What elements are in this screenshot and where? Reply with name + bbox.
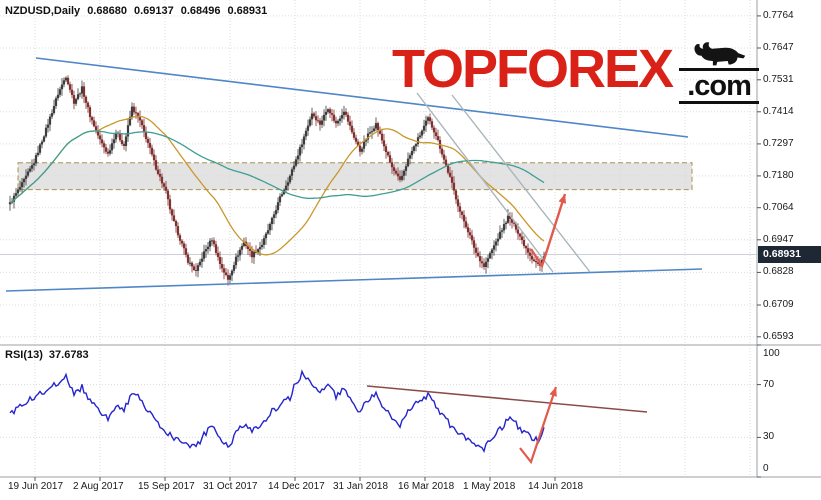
ohlc-low: 0.68496 xyxy=(180,5,221,17)
time-axis-label: 16 Mar 2018 xyxy=(398,481,455,492)
moose-icon xyxy=(694,42,746,66)
price-axis-label: 0.7297 xyxy=(763,138,794,149)
time-axis-label: 19 Jun 2017 xyxy=(8,481,64,492)
price-axis-label: 0.7414 xyxy=(763,106,794,117)
price-axis-label: 0.6828 xyxy=(763,266,794,277)
time-axis-label: 2 Aug 2017 xyxy=(73,481,124,492)
time-axis-label: 31 Jan 2018 xyxy=(333,481,389,492)
logo-divider-top xyxy=(679,68,760,71)
rsi-name: RSI(13) xyxy=(5,349,43,361)
ma-slow-line xyxy=(9,130,545,203)
rsi-trendline xyxy=(366,385,648,413)
price-axis-label: 0.7647 xyxy=(763,42,794,53)
rsi-indicator-label: RSI(13) 37.6783 xyxy=(5,349,89,361)
price-axis-label: 0.7531 xyxy=(763,74,794,85)
time-axis-label: 1 May 2018 xyxy=(463,481,516,492)
current-price-badge: 0.68931 xyxy=(758,246,821,263)
rsi-axis-label: 70 xyxy=(763,379,775,390)
price-axis-label: 0.7180 xyxy=(763,170,794,181)
price-axis-label: 0.6593 xyxy=(763,331,794,342)
logo-word-forex: FOREX xyxy=(496,39,674,99)
logo-divider-bottom xyxy=(679,101,760,104)
time-axis-label: 15 Sep 2017 xyxy=(138,481,195,492)
trendlines-layer xyxy=(5,57,703,292)
time-axis-label: 14 Dec 2017 xyxy=(268,481,325,492)
ma-fast-line xyxy=(9,115,545,256)
price-axis-label: 0.6947 xyxy=(763,234,794,245)
ohlc-high: 0.69137 xyxy=(133,5,174,17)
ohlc-close: 0.68931 xyxy=(227,5,268,17)
price-axis-label: 0.7764 xyxy=(763,10,794,21)
ohlc-open: 0.68680 xyxy=(87,5,127,17)
rsi-axis-label: 100 xyxy=(763,348,780,359)
time-axis-label: 31 Oct 2017 xyxy=(203,481,258,492)
chart-title: NZDUSD,Daily 0.68680 0.69137 0.68496 0.6… xyxy=(5,5,267,17)
candles-layer xyxy=(8,75,546,286)
price-axis-label: 0.7064 xyxy=(763,202,794,213)
time-axis-label: 14 Jun 2018 xyxy=(528,481,584,492)
rsi-layer xyxy=(9,369,648,454)
logo-word-top: TOP xyxy=(392,39,498,99)
logo-word-com: .com xyxy=(687,70,752,102)
instrument-label: NZDUSD,Daily xyxy=(5,5,81,17)
rsi-line xyxy=(9,369,545,454)
moving-averages-layer xyxy=(9,115,545,256)
resistance-zone xyxy=(17,162,693,191)
rsi-axis-label: 0 xyxy=(763,463,769,474)
falling-channel-line xyxy=(416,92,554,273)
lower-support-trendline xyxy=(5,268,703,292)
topforex-logo: TOP FOREX .com xyxy=(392,39,760,104)
rsi-value: 37.6783 xyxy=(48,349,89,361)
price-axis-label: 0.6709 xyxy=(763,299,794,310)
price-forecast-arrow xyxy=(529,193,567,269)
upper-resistance-trendline xyxy=(35,57,689,138)
rsi-forecast-arrow xyxy=(519,386,558,465)
rsi-axis-label: 30 xyxy=(763,431,775,442)
falling-channel-line xyxy=(451,94,591,273)
axes-layer xyxy=(0,0,821,481)
logo-right-block: .com xyxy=(679,40,760,104)
